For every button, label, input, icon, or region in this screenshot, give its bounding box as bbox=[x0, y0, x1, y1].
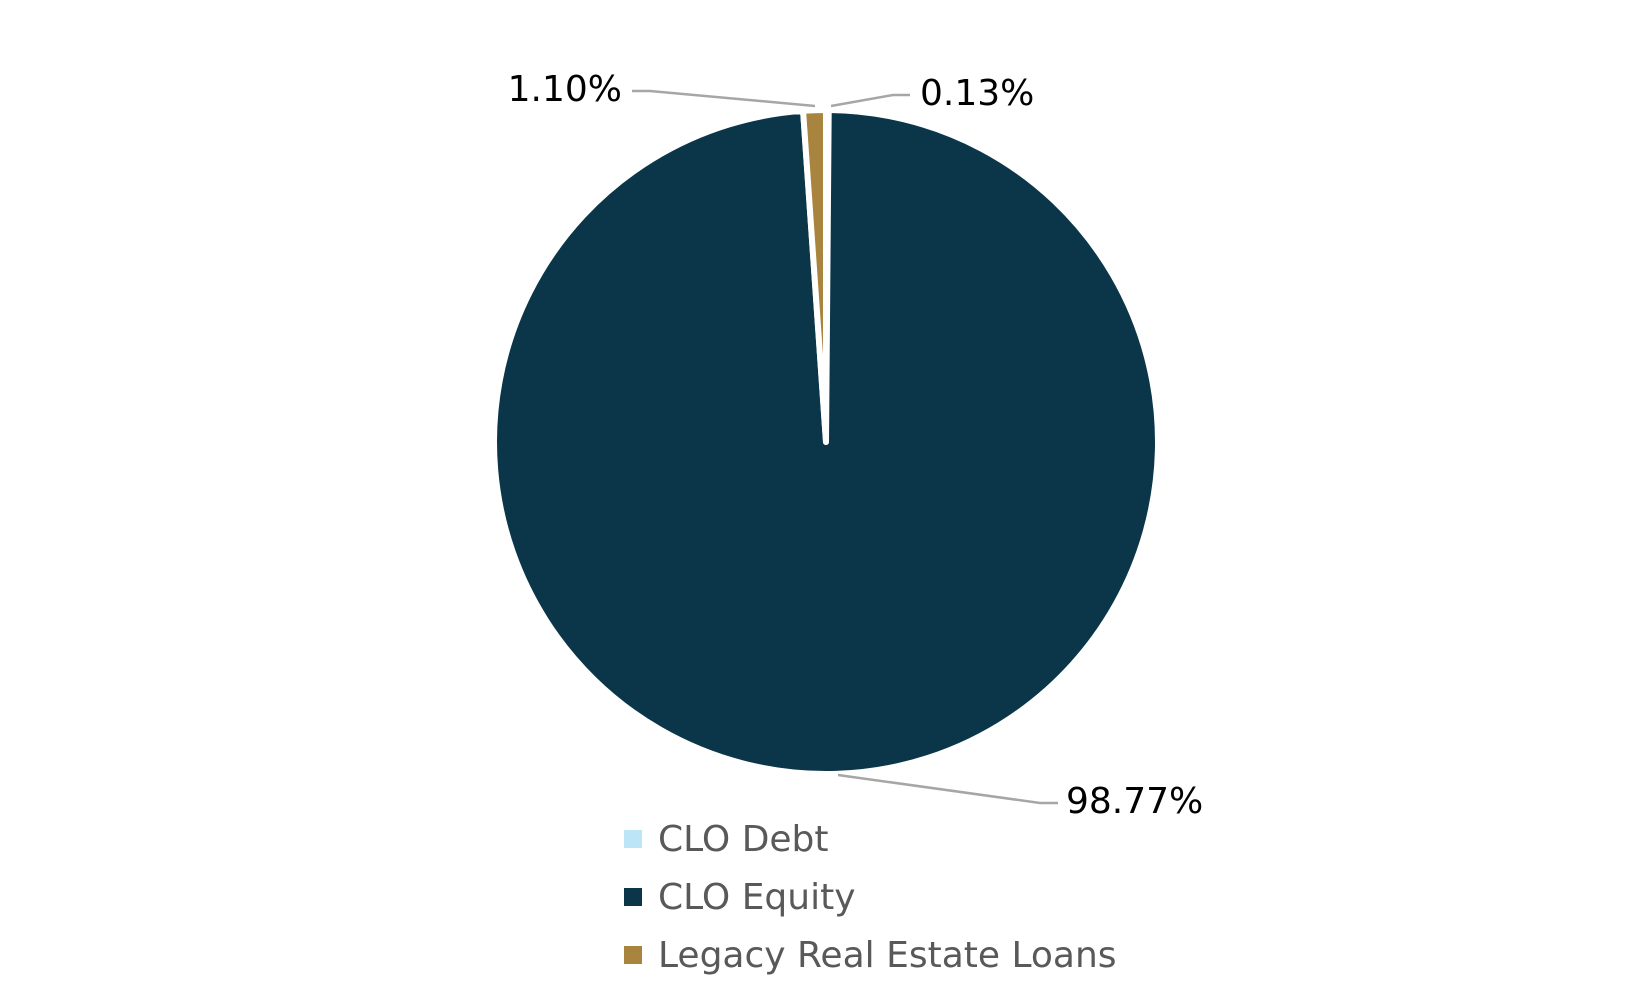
data-label-clo-debt: 0.13% bbox=[920, 73, 1034, 114]
legend-swatch-legacy-real-estate-loans bbox=[624, 946, 642, 964]
legend-item-clo-equity[interactable]: CLO Equity bbox=[624, 868, 1324, 926]
legend-item-legacy-real-estate-loans[interactable]: Legacy Real Estate Loans bbox=[624, 926, 1324, 984]
leader-lines-layer bbox=[632, 89, 1058, 805]
legend-swatch-clo-equity bbox=[624, 888, 642, 906]
legend-label-clo-debt: CLO Debt bbox=[658, 818, 829, 860]
leader-line-legacy-real-estate-loans bbox=[632, 89, 816, 108]
data-label-legacy-real-estate-loans: 1.10% bbox=[508, 69, 622, 110]
chart-legend: CLO Debt CLO Equity Legacy Real Estate L… bbox=[624, 810, 1324, 984]
leader-line-clo-equity bbox=[837, 773, 1058, 805]
legend-label-clo-equity: CLO Equity bbox=[658, 876, 856, 918]
slices-layer bbox=[491, 106, 1161, 777]
legend-label-legacy-real-estate-loans: Legacy Real Estate Loans bbox=[658, 934, 1117, 976]
pie-slice-legacy-real-estate-loans[interactable] bbox=[800, 107, 829, 445]
leader-line-clo-debt bbox=[830, 93, 910, 108]
data-label-clo-equity: 98.77% bbox=[1066, 781, 1203, 822]
legend-item-clo-debt[interactable]: CLO Debt bbox=[624, 810, 1324, 868]
data-labels-layer: 0.13% 98.77% 1.10% bbox=[508, 69, 1204, 822]
legend-swatch-clo-debt bbox=[624, 830, 642, 848]
